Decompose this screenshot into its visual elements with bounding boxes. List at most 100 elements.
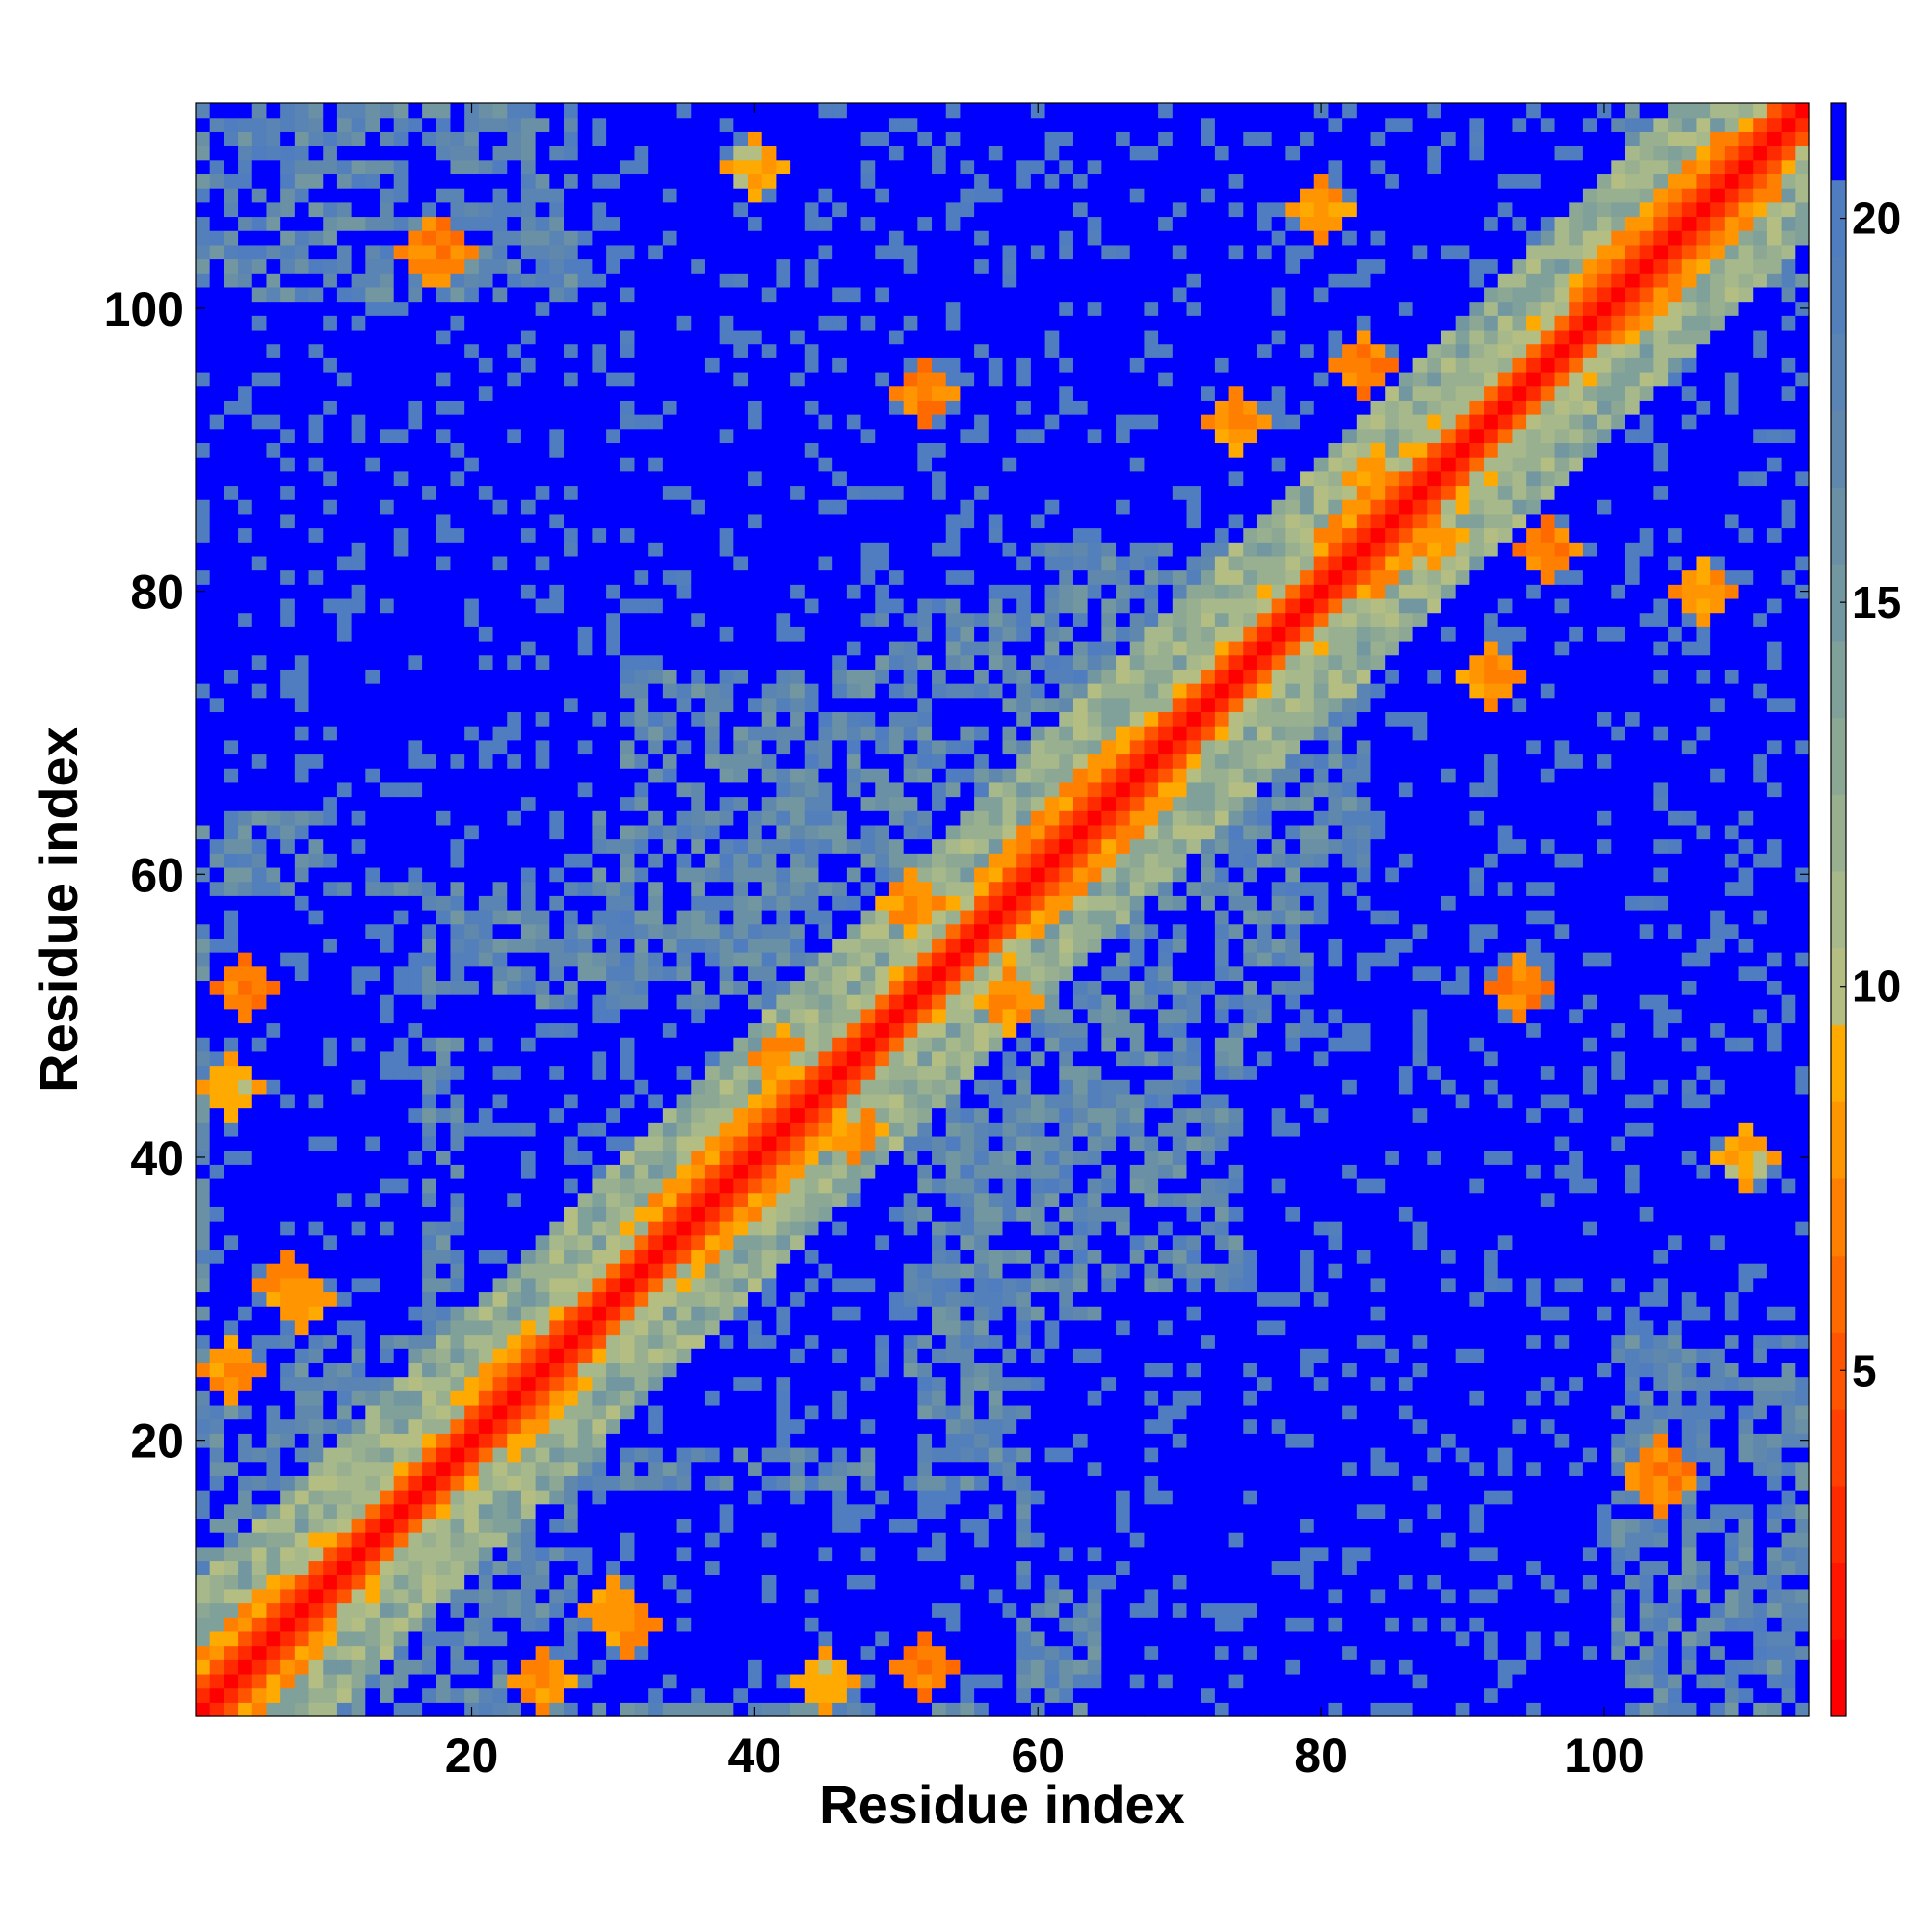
heatmap-cell [748, 980, 763, 995]
heatmap-cell [634, 853, 649, 868]
heatmap-cell [266, 711, 281, 727]
heatmap-cell [592, 1008, 607, 1024]
heatmap-cell [436, 1008, 452, 1024]
heatmap-cell [535, 1022, 550, 1038]
heatmap-cell [280, 1150, 296, 1165]
heatmap-cell [776, 1475, 791, 1491]
heatmap-cell [520, 159, 537, 175]
heatmap-cell [308, 1122, 324, 1137]
heatmap-cell [804, 1503, 820, 1520]
heatmap-cell [365, 527, 381, 543]
heatmap-cell [323, 952, 338, 967]
heatmap-cell [606, 1319, 621, 1336]
heatmap-cell [620, 923, 636, 939]
heatmap-cell [464, 1135, 480, 1151]
heatmap-cell [478, 768, 494, 783]
heatmap-cell [507, 1164, 522, 1179]
heatmap-cell [564, 781, 579, 798]
heatmap-cell [535, 1475, 550, 1491]
heatmap-cell [620, 654, 636, 670]
heatmap-cell [733, 1546, 749, 1562]
heatmap-cell [238, 1588, 253, 1604]
heatmap-cell [592, 910, 607, 925]
heatmap-cell [266, 1206, 281, 1222]
heatmap-cell [776, 1687, 791, 1703]
heatmap-cell [776, 1588, 791, 1604]
heatmap-cell [436, 726, 452, 741]
heatmap-cell [507, 400, 522, 415]
heatmap-cell [748, 159, 763, 175]
heatmap-cell [549, 258, 565, 274]
heatmap-cell [520, 597, 537, 614]
heatmap-cell [294, 329, 310, 345]
heatmap-cell [238, 853, 253, 868]
heatmap-cell [535, 1673, 550, 1689]
heatmap-cell [408, 1319, 423, 1336]
heatmap-cell [564, 612, 579, 627]
heatmap-cell [365, 1602, 381, 1618]
heatmap-cell [507, 527, 522, 543]
heatmap-cell [280, 838, 296, 854]
heatmap-cell [351, 980, 366, 995]
heatmap-cell [450, 612, 465, 627]
heatmap-cell [450, 654, 465, 670]
heatmap-cell [520, 739, 537, 755]
heatmap-cell [422, 781, 437, 798]
heatmap-cell [365, 612, 381, 627]
heatmap-cell [266, 1475, 281, 1491]
heatmap-cell [393, 258, 409, 274]
heatmap-cell [577, 343, 593, 358]
heatmap-cell [464, 1617, 480, 1632]
heatmap-cell [436, 1560, 452, 1575]
heatmap-cell [209, 1107, 224, 1123]
heatmap-cell [564, 159, 579, 175]
heatmap-cell [507, 315, 522, 331]
heatmap-cell [294, 1306, 310, 1321]
heatmap-cell [676, 1418, 692, 1434]
heatmap-cell [294, 1022, 310, 1038]
heatmap-cell [196, 442, 211, 458]
heatmap-cell [365, 457, 381, 472]
heatmap-cell [704, 273, 721, 288]
heatmap-cell [251, 683, 268, 699]
heatmap-cell [748, 1065, 763, 1080]
heatmap-cell [676, 838, 692, 854]
heatmap-cell [606, 201, 621, 218]
heatmap-cell [704, 895, 721, 911]
heatmap-cell [492, 626, 508, 642]
heatmap-cell [733, 1093, 749, 1109]
heatmap-cell [224, 1277, 239, 1293]
heatmap-cell [606, 781, 621, 798]
heatmap-cell [266, 103, 281, 119]
heatmap-cell [280, 994, 296, 1010]
heatmap-cell [507, 329, 522, 345]
heatmap-cell [748, 923, 763, 939]
heatmap-cell [535, 1093, 550, 1109]
heatmap-cell [266, 1659, 281, 1675]
heatmap-cell [676, 1135, 692, 1151]
heatmap-cell [790, 457, 805, 472]
heatmap-cell [620, 626, 636, 642]
heatmap-cell [549, 838, 565, 854]
heatmap-cell [336, 513, 353, 529]
heatmap-cell [691, 372, 706, 387]
heatmap-cell [790, 1277, 805, 1293]
heatmap-cell [224, 910, 239, 925]
heatmap-cell [804, 612, 820, 627]
heatmap-cell [520, 654, 537, 670]
heatmap-cell [648, 470, 664, 487]
heatmap-cell [733, 1334, 749, 1349]
heatmap-cell [294, 1673, 310, 1689]
heatmap-cell [790, 1532, 805, 1548]
heatmap-cell [520, 1065, 537, 1080]
heatmap-cell [478, 1079, 494, 1095]
heatmap-cell [365, 824, 381, 840]
heatmap-cell [577, 1291, 593, 1307]
heatmap-cell [380, 1702, 395, 1717]
heatmap-cell [592, 1334, 607, 1349]
heatmap-cell [266, 1234, 281, 1251]
heatmap-cell [676, 683, 692, 699]
heatmap-cell [209, 1659, 224, 1675]
heatmap-cell [507, 1376, 522, 1391]
heatmap-cell [719, 1093, 734, 1109]
